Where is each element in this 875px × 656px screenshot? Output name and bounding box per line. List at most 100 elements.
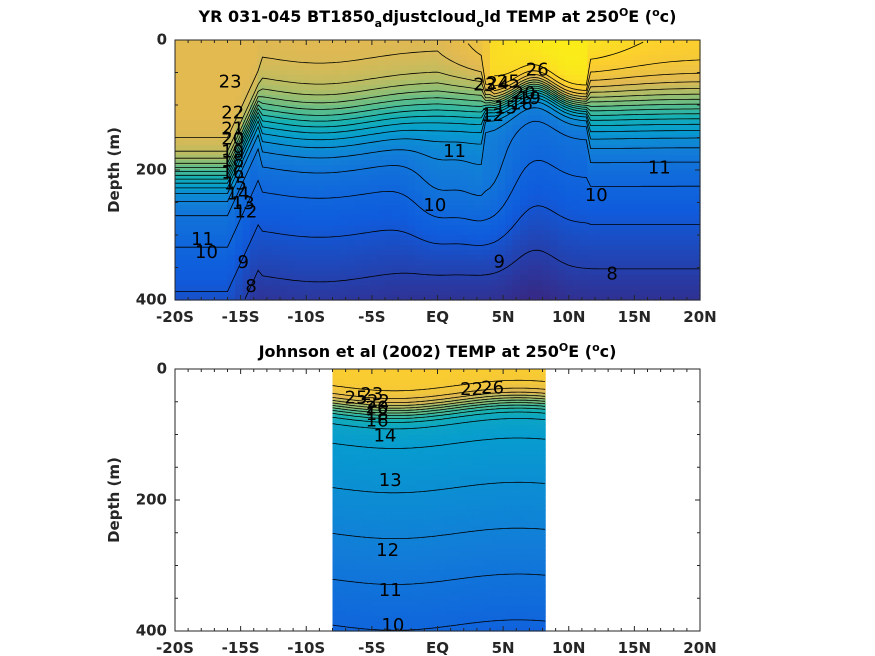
title-part: c)	[600, 342, 617, 361]
contour-label: 20	[513, 83, 536, 104]
isotherm-25	[332, 379, 546, 392]
contour-label: 22	[221, 102, 244, 123]
isotherm-14	[175, 97, 700, 189]
contour-label: 22	[367, 391, 390, 412]
y-tick-label: 200	[136, 491, 167, 509]
x-tick-label: 5N	[492, 639, 515, 656]
contour-label: 20	[366, 397, 389, 418]
isotherm-10	[175, 159, 700, 248]
title-part: O	[559, 341, 568, 354]
x-tick-label: 15N	[618, 639, 651, 656]
title-part: o	[652, 6, 660, 19]
contour-label: 18	[510, 93, 533, 114]
isotherm-15	[332, 418, 546, 430]
y-tick-label: 400	[136, 291, 167, 309]
title-part: o	[592, 341, 600, 354]
contour-label: 9	[493, 251, 504, 272]
x-tick-label: -5S	[358, 308, 385, 326]
contour-label: 11	[648, 158, 671, 179]
contour-lines	[175, 41, 701, 300]
contour-label: 12	[234, 201, 257, 222]
title-part: O	[619, 6, 628, 19]
isotherm-20	[332, 399, 546, 411]
title-part: Johnson et al (2002) TEMP at 250	[258, 342, 559, 361]
x-tick-label: 5N	[492, 308, 515, 326]
isotherm-12	[175, 107, 700, 202]
x-tick-label: -20S	[156, 639, 194, 656]
contour-label: 10	[195, 242, 218, 263]
contour-label: 15	[224, 173, 247, 194]
title-part: ld TEMP at 250	[484, 7, 619, 26]
isotherm-9	[175, 205, 700, 292]
contour-label: 10	[381, 615, 404, 636]
x-tick-label: -15S	[222, 308, 260, 326]
isotherm-22	[175, 71, 700, 152]
title-part: a	[375, 17, 382, 30]
isotherm-19	[175, 85, 701, 168]
contour-label: 21	[221, 119, 244, 140]
x-ticks	[174, 39, 701, 301]
contour-label: 18	[221, 151, 244, 172]
x-tick-label: 10N	[552, 308, 585, 326]
isotherm-25	[494, 59, 701, 91]
y-tick-label: 200	[136, 161, 167, 179]
isotherm-13	[332, 481, 546, 494]
isotherm-12	[332, 527, 546, 539]
contour-label: 18	[366, 404, 389, 425]
x-tick-label: EQ	[426, 639, 449, 656]
contour-lines	[332, 379, 546, 631]
contour-label: 23	[473, 75, 496, 96]
isotherm-21	[175, 81, 701, 159]
x-tick-label: -10S	[287, 639, 325, 656]
contour-label: 14	[227, 184, 250, 205]
contour-label: 12	[481, 105, 504, 126]
isotherm-17	[175, 89, 701, 176]
contour-label: 19	[518, 88, 541, 109]
isotherm-21	[332, 397, 546, 409]
contour-label: 26	[481, 378, 504, 399]
contour-label: 8	[606, 264, 617, 285]
title-part: c)	[660, 7, 677, 26]
y-tick-label: 0	[157, 360, 167, 378]
y-tick-label: 0	[157, 31, 167, 49]
contour-label: 11	[443, 141, 466, 162]
contour-label: 24	[486, 73, 509, 94]
isotherm-13	[175, 101, 700, 194]
isotherm-11	[175, 120, 700, 217]
isotherm-8	[244, 249, 700, 300]
contour-label: 14	[374, 425, 397, 446]
isotherm-22	[332, 394, 546, 406]
contour-label: 8	[245, 276, 256, 297]
contour-label: 23	[219, 71, 242, 92]
x-tick-label: -15S	[222, 639, 260, 656]
isotherm-16	[175, 91, 700, 180]
x-tick-label: -5S	[358, 639, 385, 656]
y-axis-label: Depth (m)	[105, 127, 123, 213]
contour-label: 10	[423, 195, 446, 216]
isotherm-19	[332, 402, 546, 414]
title-part: djustcloud	[382, 7, 476, 26]
contour-label: 9	[238, 252, 249, 273]
contour-label: 11	[379, 580, 402, 601]
isotherm-18	[332, 404, 546, 416]
x-tick-label: 15N	[618, 308, 651, 326]
temperature-field	[175, 40, 701, 301]
isotherm-11	[332, 573, 546, 585]
isotherm-24	[467, 43, 701, 95]
x-ticks	[174, 368, 701, 632]
y-axis-label: Depth (m)	[105, 457, 123, 543]
contour-label: 12	[376, 540, 399, 561]
isotherm-26	[494, 41, 644, 86]
isotherm-20	[175, 83, 700, 164]
contour-label: 20	[221, 128, 244, 149]
title-part: o	[476, 17, 484, 30]
contour-label: 11	[191, 229, 214, 250]
isotherm-18	[175, 87, 700, 172]
contour-label: 25	[345, 387, 368, 408]
contour-label: 19	[221, 141, 244, 162]
isotherm-15	[175, 94, 700, 184]
isotherm-17	[332, 407, 546, 419]
